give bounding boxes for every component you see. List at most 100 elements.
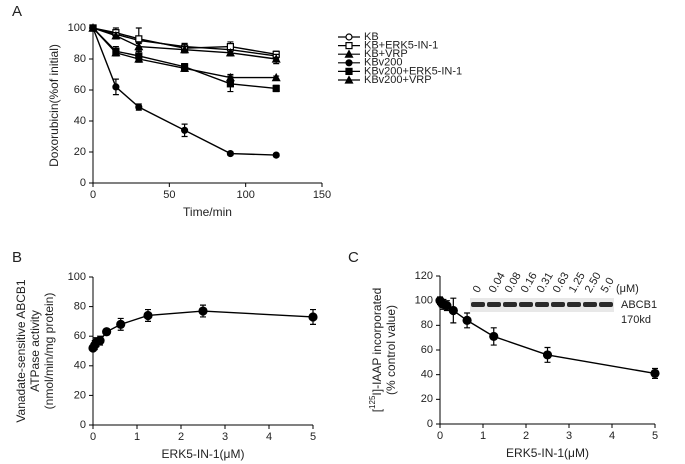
legend-label: KB+ERK5-IN-1	[364, 40, 438, 52]
legend-label: KBv200+ERK5-IN-1	[364, 65, 462, 77]
x-tick-label: 150	[313, 189, 331, 201]
y-tick-label: 60	[421, 344, 433, 356]
series-line	[92, 27, 277, 79]
y-tick-label: 80	[74, 53, 86, 65]
y-axis-label: [125I]-IAAP incorporated	[368, 288, 384, 413]
marker	[345, 59, 353, 67]
x-tick-label: 4	[609, 430, 615, 442]
marker	[345, 33, 353, 41]
y-tick-label: 80	[74, 301, 86, 313]
y-tick-label: 40	[74, 115, 86, 127]
size-label: 170kd	[621, 314, 651, 326]
legend-label: KBv200+VRP	[364, 74, 432, 86]
y-tick-label: 0	[427, 418, 433, 430]
lane-label: 0	[471, 284, 484, 295]
blot-band	[487, 302, 501, 307]
marker	[345, 41, 353, 50]
y-axis-label: Doxorubicin(%of initial)	[47, 44, 61, 167]
x-tick-label: 2	[178, 431, 184, 443]
marker	[225, 72, 235, 82]
x-tick-label: 5	[652, 430, 658, 442]
series-line	[92, 27, 277, 60]
y-tick-label: 60	[74, 330, 86, 342]
y-tick-label: 100	[415, 295, 433, 307]
lane-label: 2.50	[583, 270, 604, 295]
y-tick-label: 100	[68, 271, 86, 283]
marker	[111, 30, 121, 40]
panel-label: A	[12, 3, 22, 20]
series-line	[92, 27, 277, 56]
y-tick-label: 20	[74, 146, 86, 158]
blot-band	[503, 302, 517, 307]
lane-label: 0.08	[503, 270, 524, 295]
x-axis-label: Time/min	[183, 205, 232, 219]
legend-label: KB	[364, 31, 379, 43]
lane-label: 0.04	[487, 270, 508, 295]
x-tick-label: 3	[222, 431, 228, 443]
marker	[112, 83, 120, 91]
blot-band	[519, 302, 533, 307]
x-tick-label: 0	[90, 431, 96, 443]
marker	[272, 84, 280, 93]
y-tick-label: 0	[80, 177, 86, 189]
y-label-superscript: 125	[368, 395, 377, 409]
blot-band	[567, 302, 581, 307]
x-tick-label: 5	[310, 431, 316, 443]
panel-label: C	[348, 249, 359, 266]
y-tick-label: 0	[80, 419, 86, 431]
panel-label: B	[12, 249, 22, 266]
marker	[134, 54, 144, 63]
legend-label: KBv200	[364, 57, 403, 69]
y-axis-label: ATPase activity	[28, 310, 42, 392]
x-axis-label: ERK5-IN-1(μM)	[162, 447, 245, 461]
y-tick-label: 20	[74, 389, 86, 401]
x-tick-label: 0	[437, 430, 443, 442]
x-tick-label: 4	[266, 431, 272, 443]
marker	[650, 368, 660, 379]
marker	[102, 327, 112, 337]
lane-label: 0.63	[551, 270, 572, 295]
y-axis-label: (nmol/min/mg protein)	[42, 293, 56, 410]
y-label-part: I]-IAAP incorporated	[370, 288, 384, 396]
y-tick-label: 60	[74, 84, 86, 96]
y-tick-label: 20	[421, 393, 433, 405]
marker	[180, 44, 190, 54]
marker	[143, 310, 153, 321]
series-line	[92, 27, 277, 156]
x-tick-label: 2	[523, 430, 529, 442]
x-axis-label: ERK5-IN-1(μM)	[506, 446, 589, 460]
x-tick-label: 0	[90, 189, 96, 201]
y-tick-label: 80	[421, 319, 433, 331]
blot-band	[599, 302, 613, 307]
marker	[226, 149, 234, 158]
y-tick-label: 100	[68, 22, 86, 34]
marker	[135, 103, 143, 111]
marker	[116, 319, 126, 329]
marker	[180, 63, 190, 72]
y-tick-label: 120	[415, 270, 433, 282]
marker	[489, 331, 499, 342]
marker	[111, 48, 121, 57]
blot-band	[583, 302, 597, 307]
marker	[271, 54, 281, 63]
y-tick-label: 40	[421, 369, 433, 381]
blot-band	[535, 302, 549, 307]
marker	[345, 67, 353, 76]
series-line	[92, 27, 277, 90]
marker	[134, 41, 144, 51]
marker	[308, 312, 318, 322]
marker	[181, 126, 189, 134]
marker	[135, 35, 143, 43]
marker	[448, 305, 458, 316]
marker	[272, 151, 280, 159]
legend-label: KB+VRP	[364, 48, 408, 60]
x-tick-label: 100	[236, 189, 254, 201]
inset-unit: (μM)	[616, 283, 639, 295]
y-axis-label: Vanadate-sensitive ABCB1	[14, 279, 28, 423]
marker	[226, 80, 234, 88]
marker	[198, 306, 208, 316]
x-tick-label: 50	[163, 189, 175, 201]
marker	[462, 315, 472, 325]
lane-label: 1.25	[567, 270, 588, 295]
